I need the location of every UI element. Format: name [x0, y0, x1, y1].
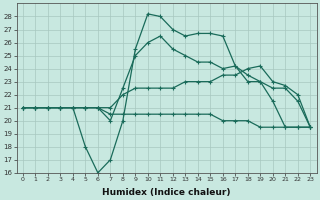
X-axis label: Humidex (Indice chaleur): Humidex (Indice chaleur): [102, 188, 231, 197]
